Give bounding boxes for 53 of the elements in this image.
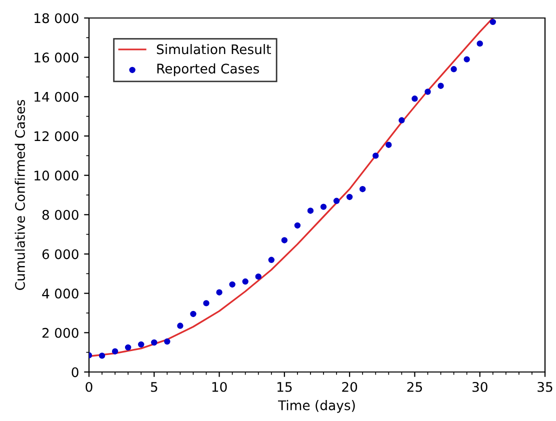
legend-label: Simulation Result: [156, 44, 271, 54]
point: [268, 256, 274, 263]
point: [398, 117, 405, 124]
point: [281, 237, 288, 244]
x-tick-label: 25: [407, 382, 422, 392]
point: [464, 56, 470, 62]
legend-label: Reported Cases: [157, 63, 260, 76]
x-axis-title: Time (days): [278, 400, 355, 413]
y-tick-label: 0: [72, 367, 78, 378]
point: [307, 208, 314, 214]
point: [346, 194, 353, 200]
point: [255, 274, 262, 280]
point: [424, 88, 431, 95]
y-tick-label: 8 000: [42, 210, 78, 220]
y-tick-label: 4 000: [42, 288, 78, 299]
y-tick-label: 10 000: [34, 170, 78, 181]
x-tick-label: 30: [472, 382, 488, 392]
point: [164, 338, 170, 345]
x-tick-label: 5: [150, 382, 158, 392]
point: [177, 322, 184, 329]
y-tick-label: 2 000: [42, 328, 78, 338]
y-tick-label: 16 000: [34, 52, 78, 63]
point: [450, 66, 457, 72]
point: [216, 289, 222, 296]
point: [203, 300, 210, 306]
point: [138, 341, 144, 348]
point: [372, 152, 379, 159]
point: [386, 142, 392, 148]
x-tick-label: 10: [212, 382, 227, 392]
y-tick-label: 18 000: [34, 13, 78, 24]
point: [412, 96, 418, 102]
point: [438, 82, 444, 89]
y-tick-label: 12 000: [34, 131, 78, 142]
point: [151, 339, 158, 346]
x-tick-label: 0: [86, 382, 92, 392]
y-tick-label: 6 000: [42, 249, 78, 260]
point: [190, 310, 196, 318]
x-tick-label: 20: [342, 382, 358, 392]
point: [476, 40, 483, 47]
point: [294, 222, 301, 229]
point: [124, 344, 132, 351]
point: [242, 278, 248, 285]
point: [112, 348, 118, 354]
x-tick-label: 15: [277, 382, 292, 392]
x-tick-label: 35: [538, 382, 552, 392]
point: [98, 352, 106, 359]
point: [360, 186, 366, 192]
y-axis-title: Cumulative Confirmed Cases: [14, 100, 25, 290]
point: [490, 18, 496, 26]
point: [320, 204, 327, 210]
y-tick-label: 14 000: [34, 92, 78, 102]
point: [333, 198, 340, 204]
point: [229, 281, 236, 288]
